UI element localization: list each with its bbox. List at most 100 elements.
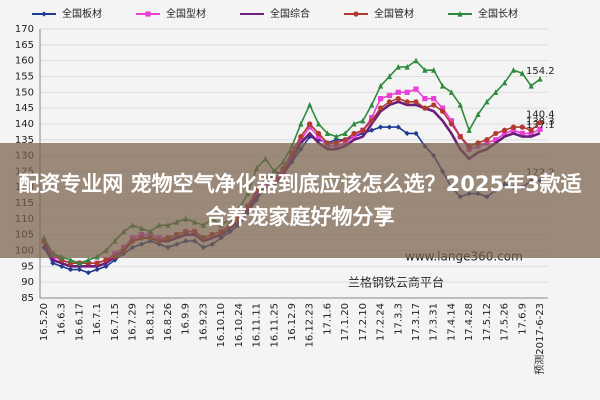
marker	[431, 67, 437, 73]
marker	[466, 127, 472, 133]
x-tick-label: 16.7.15	[110, 303, 121, 341]
marker	[94, 260, 100, 266]
marker	[351, 120, 357, 127]
marker	[76, 260, 83, 266]
y-tick-label: 85	[21, 293, 34, 304]
marker	[519, 124, 525, 130]
marker	[501, 127, 508, 133]
marker	[457, 10, 463, 17]
marker	[307, 101, 313, 108]
marker	[307, 124, 313, 130]
x-tick-label: 17.1.20	[340, 303, 351, 341]
marker	[413, 130, 419, 137]
y-tick-label: 170	[15, 24, 34, 35]
marker	[386, 99, 393, 105]
x-tick-label: 预测2017-6-23	[533, 303, 546, 375]
marker	[537, 126, 543, 132]
marker	[351, 130, 357, 137]
marker	[448, 121, 455, 127]
marker	[510, 67, 517, 73]
marker	[298, 134, 304, 140]
y-tick-label: 165	[15, 40, 34, 51]
y-tick-label: 135	[15, 135, 34, 146]
marker	[404, 99, 410, 105]
marker	[510, 124, 517, 130]
marker	[448, 118, 455, 124]
x-tick-label: 17.2.24	[376, 303, 387, 341]
x-tick-label: 17.3.17	[411, 303, 422, 341]
marker	[501, 79, 508, 86]
marker	[85, 256, 91, 263]
x-tick-label: 17.5.26	[500, 303, 511, 341]
marker	[528, 130, 534, 137]
marker	[439, 108, 446, 114]
y-tick-label: 140	[15, 119, 34, 130]
marker	[501, 130, 508, 137]
legend-label: 全国型材	[166, 7, 206, 20]
marker	[369, 115, 375, 121]
x-tick-label: 16.7.1	[92, 303, 103, 335]
marker	[404, 130, 410, 137]
marker	[395, 124, 401, 130]
marker	[519, 130, 525, 137]
marker	[369, 101, 375, 108]
legend-label: 全国长材	[478, 7, 518, 20]
marker	[431, 102, 437, 108]
y-tick-label: 95	[21, 261, 34, 272]
marker	[377, 124, 384, 130]
marker	[457, 134, 463, 140]
marker	[484, 137, 490, 143]
marker	[413, 86, 419, 92]
marker	[395, 89, 401, 95]
marker	[386, 73, 393, 80]
x-tick-label: 17.3.31	[429, 303, 440, 341]
data-label: 137.1	[526, 120, 555, 131]
marker	[369, 127, 375, 133]
x-tick-label: 16.7.29	[128, 303, 139, 341]
marker	[537, 75, 543, 82]
marker	[342, 140, 348, 146]
x-tick-label: 16.10.24	[234, 303, 245, 348]
marker	[333, 133, 339, 140]
marker	[145, 11, 151, 17]
x-tick-label: 16.9.23	[198, 303, 209, 341]
marker	[386, 92, 393, 99]
marker	[369, 118, 375, 124]
marker	[85, 270, 91, 276]
marker	[422, 67, 428, 73]
y-tick-label: 145	[15, 103, 34, 114]
overlay-banner: 配资专业网 宠物空气净化器到底应该怎么选？2025年3款适合养宠家庭好物分享	[0, 143, 600, 258]
x-tick-label: 17.3.3	[393, 303, 404, 335]
marker	[298, 120, 304, 127]
y-tick-label: 160	[15, 56, 34, 67]
overlay-title: 配资专业网 宠物空气净化器到底应该怎么选？2025年3款适合养宠家庭好物分享	[18, 171, 582, 229]
y-tick-label: 150	[15, 87, 34, 98]
y-tick-label: 90	[21, 277, 34, 288]
marker	[76, 266, 83, 273]
marker	[448, 89, 455, 95]
x-tick-label: 16.10.10	[216, 303, 227, 348]
marker	[351, 134, 357, 140]
marker	[395, 96, 401, 102]
x-tick-label: 17.4.28	[464, 303, 475, 341]
marker	[493, 137, 499, 143]
data-label: 154.2	[526, 66, 555, 77]
x-tick-label: 16.9.9	[181, 303, 192, 335]
marker	[360, 130, 366, 137]
marker	[386, 124, 393, 130]
marker	[377, 105, 384, 111]
marker	[315, 130, 322, 137]
marker	[510, 127, 517, 133]
marker	[431, 96, 437, 102]
marker	[342, 137, 348, 143]
marker	[404, 89, 410, 95]
marker	[67, 256, 74, 263]
marker	[484, 98, 490, 105]
marker	[103, 263, 109, 269]
marker	[493, 89, 499, 95]
x-tick-label: 16.11.25	[269, 303, 280, 348]
marker	[112, 257, 118, 263]
marker	[439, 105, 446, 111]
x-tick-label: 16.8.26	[163, 303, 174, 341]
